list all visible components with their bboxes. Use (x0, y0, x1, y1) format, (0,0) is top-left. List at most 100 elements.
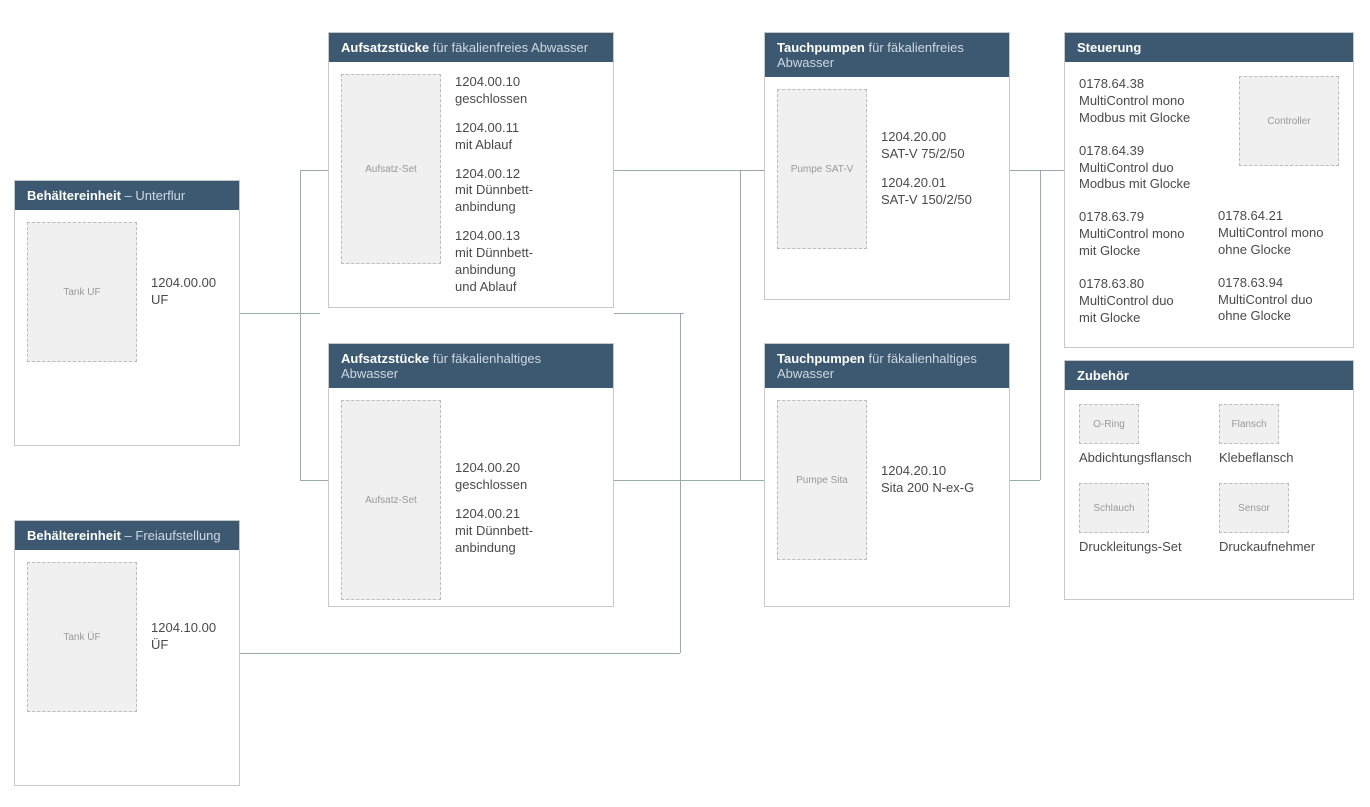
title-bold: Tauchpumpen (777, 351, 865, 366)
title-bold: Aufsatzstücke (341, 351, 429, 366)
item-code: 1204.20.00 (881, 129, 972, 146)
title-bold: Behältereinheit (27, 188, 121, 203)
card-header: Tauchpumpen für fäkalienfreies Abwasser (765, 33, 1009, 77)
title-light: für fäkalienfreies Abwasser (429, 40, 588, 55)
connector (614, 313, 684, 314)
item-code: 1204.00.11 (455, 120, 533, 137)
zubehoer-grid: O-Ring Abdichtungsflansch Flansch Klebef… (1065, 390, 1353, 568)
connector (740, 170, 741, 480)
zubehoer-item: Schlauch Druckleitungs-Set (1079, 483, 1199, 554)
tank-uef-image: Tank ÜF (27, 562, 137, 712)
item-code: 0178.63.80 (1079, 276, 1200, 293)
item-list: 1204.20.10 Sita 200 N-ex-G (881, 463, 974, 497)
item-desc: mit Ablauf (455, 137, 533, 154)
zubehoer-label: Klebeflansch (1219, 450, 1339, 465)
aufsatz-frei-image: Aufsatz-Set (341, 74, 441, 264)
item-desc: ÜF (151, 637, 216, 654)
item-list: 1204.00.10 geschlossen 1204.00.11 mit Ab… (455, 74, 533, 296)
item: 1204.20.01 SAT-V 150/2/50 (881, 175, 972, 209)
title-light: – Unterflur (121, 188, 185, 203)
item-desc: MultiControl duo mit Glocke (1079, 293, 1200, 327)
connector (1040, 170, 1041, 480)
item: 1204.00.13 mit Dünnbett- anbindung und A… (455, 228, 533, 296)
item-desc: geschlossen (455, 91, 533, 108)
item-code: 0178.63.94 (1218, 275, 1339, 292)
card-body: Pumpe Sita 1204.20.10 Sita 200 N-ex-G (765, 388, 1009, 572)
zubehoer-image: Sensor (1219, 483, 1289, 533)
card-tauch-halt: Tauchpumpen für fäkalienhaltiges Abwasse… (764, 343, 1010, 607)
item-desc: SAT-V 150/2/50 (881, 192, 972, 209)
title-bold: Zubehör (1077, 368, 1129, 383)
item: 1204.10.00 ÜF (151, 620, 216, 654)
card-aufsatz-halt: Aufsatzstücke für fäkalienhaltiges Abwas… (328, 343, 614, 607)
controller-image: Controller (1239, 76, 1339, 166)
pump-frei-image: Pumpe SAT-V (777, 89, 867, 249)
item-desc: Sita 200 N-ex-G (881, 480, 974, 497)
item: 1204.20.10 Sita 200 N-ex-G (881, 463, 974, 497)
item-desc: geschlossen (455, 477, 533, 494)
card-header: Tauchpumpen für fäkalienhaltiges Abwasse… (765, 344, 1009, 388)
item: 1204.00.20 geschlossen (455, 460, 533, 494)
title-bold: Behältereinheit (27, 528, 121, 543)
zubehoer-item: Sensor Druckaufnehmer (1219, 483, 1339, 554)
item-desc: mit Dünnbett- anbindung (455, 523, 533, 557)
item-desc: mit Dünnbett- anbindung (455, 182, 533, 216)
card-behaeltereinheit-uf: Behältereinheit – Unterflur Tank UF 1204… (14, 180, 240, 446)
item-list: 1204.00.20 geschlossen 1204.00.21 mit Dü… (455, 460, 533, 556)
card-body: Tank ÜF 1204.10.00 ÜF (15, 550, 239, 724)
item: 0178.64.21 MultiControl mono ohne Glocke (1218, 208, 1339, 259)
item: 1204.20.00 SAT-V 75/2/50 (881, 129, 972, 163)
card-header: Behältereinheit – Freiaufstellung (15, 521, 239, 550)
item: 0178.63.94 MultiControl duo ohne Glocke (1218, 275, 1339, 326)
steuerung-left-col: 0178.64.38 MultiControl mono Modbus mit … (1079, 76, 1200, 327)
zubehoer-image: O-Ring (1079, 404, 1139, 444)
zubehoer-label: Druckleitungs-Set (1079, 539, 1199, 554)
title-bold: Aufsatzstücke (341, 40, 429, 55)
card-header: Aufsatzstücke für fäkalienhaltiges Abwas… (329, 344, 613, 388)
item-code: 1204.00.20 (455, 460, 533, 477)
item-code: 0178.64.38 (1079, 76, 1200, 93)
item: 1204.00.21 mit Dünnbett- anbindung (455, 506, 533, 557)
item-code: 1204.20.10 (881, 463, 974, 480)
item-code: 1204.00.13 (455, 228, 533, 245)
item: 1204.00.10 geschlossen (455, 74, 533, 108)
connector (740, 170, 765, 171)
item-list: 1204.20.00 SAT-V 75/2/50 1204.20.01 SAT-… (881, 129, 972, 209)
card-behaeltereinheit-uef: Behältereinheit – Freiaufstellung Tank Ü… (14, 520, 240, 786)
connector (740, 480, 765, 481)
card-body: Tank UF 1204.00.00 UF (15, 210, 239, 374)
connector (300, 170, 330, 171)
card-zubehoer: Zubehör O-Ring Abdichtungsflansch Flansc… (1064, 360, 1354, 600)
card-body: Pumpe SAT-V 1204.20.00 SAT-V 75/2/50 120… (765, 77, 1009, 261)
card-tauch-frei: Tauchpumpen für fäkalienfreies Abwasser … (764, 32, 1010, 300)
item-desc: MultiControl mono ohne Glocke (1218, 225, 1339, 259)
card-header: Behältereinheit – Unterflur (15, 181, 239, 210)
item-desc: mit Dünnbett- anbindung und Ablauf (455, 245, 533, 296)
connector (240, 313, 320, 314)
card-body: Aufsatz-Set 1204.00.10 geschlossen 1204.… (329, 62, 613, 308)
item: 0178.63.80 MultiControl duo mit Glocke (1079, 276, 1200, 327)
item-code: 0178.64.39 (1079, 143, 1200, 160)
item-code: 1204.00.00 (151, 275, 216, 292)
pump-halt-image: Pumpe Sita (777, 400, 867, 560)
tank-uf-image: Tank UF (27, 222, 137, 362)
card-steuerung: Steuerung 0178.64.38 MultiControl mono M… (1064, 32, 1354, 348)
item: 0178.63.79 MultiControl mono mit Glocke (1079, 209, 1200, 260)
item-code: 0178.63.79 (1079, 209, 1200, 226)
connector (300, 480, 330, 481)
item-desc: UF (151, 292, 216, 309)
card-aufsatz-frei: Aufsatzstücke für fäkalienfreies Abwasse… (328, 32, 614, 308)
item-desc: MultiControl mono Modbus mit Glocke (1079, 93, 1200, 127)
item-code: 1204.20.01 (881, 175, 972, 192)
zubehoer-label: Abdichtungsflansch (1079, 450, 1199, 465)
connector (680, 313, 681, 653)
item: 1204.00.12 mit Dünnbett- anbindung (455, 166, 533, 217)
zubehoer-label: Druckaufnehmer (1219, 539, 1339, 554)
item-desc: MultiControl duo Modbus mit Glocke (1079, 160, 1200, 194)
title-light: – Freiaufstellung (121, 528, 221, 543)
card-header: Steuerung (1065, 33, 1353, 62)
connector (1010, 480, 1040, 481)
item: 1204.00.00 UF (151, 275, 216, 309)
item: 0178.64.38 MultiControl mono Modbus mit … (1079, 76, 1200, 127)
item-desc: SAT-V 75/2/50 (881, 146, 972, 163)
